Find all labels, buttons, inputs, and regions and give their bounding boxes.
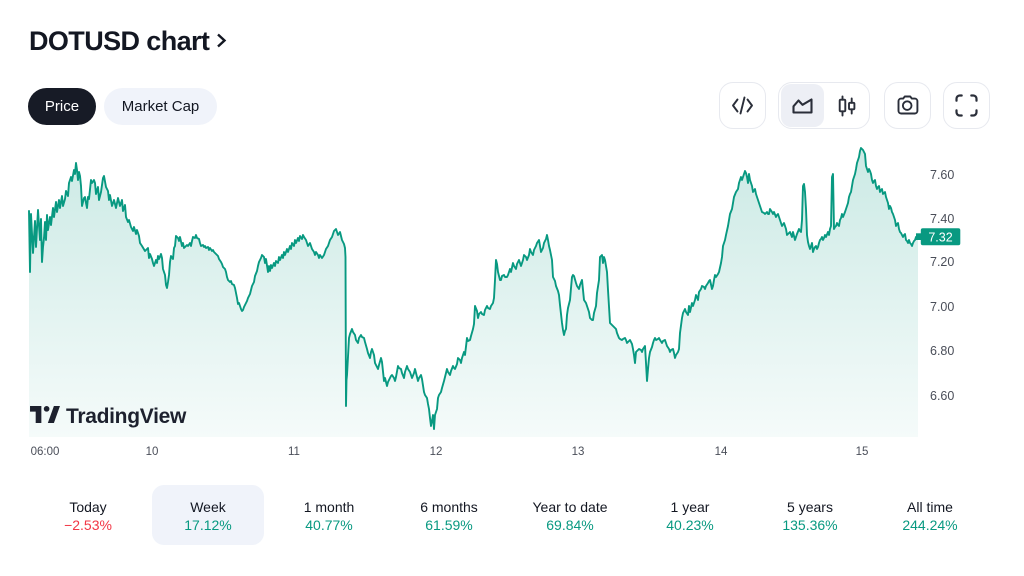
svg-text:7.32: 7.32: [928, 230, 952, 244]
